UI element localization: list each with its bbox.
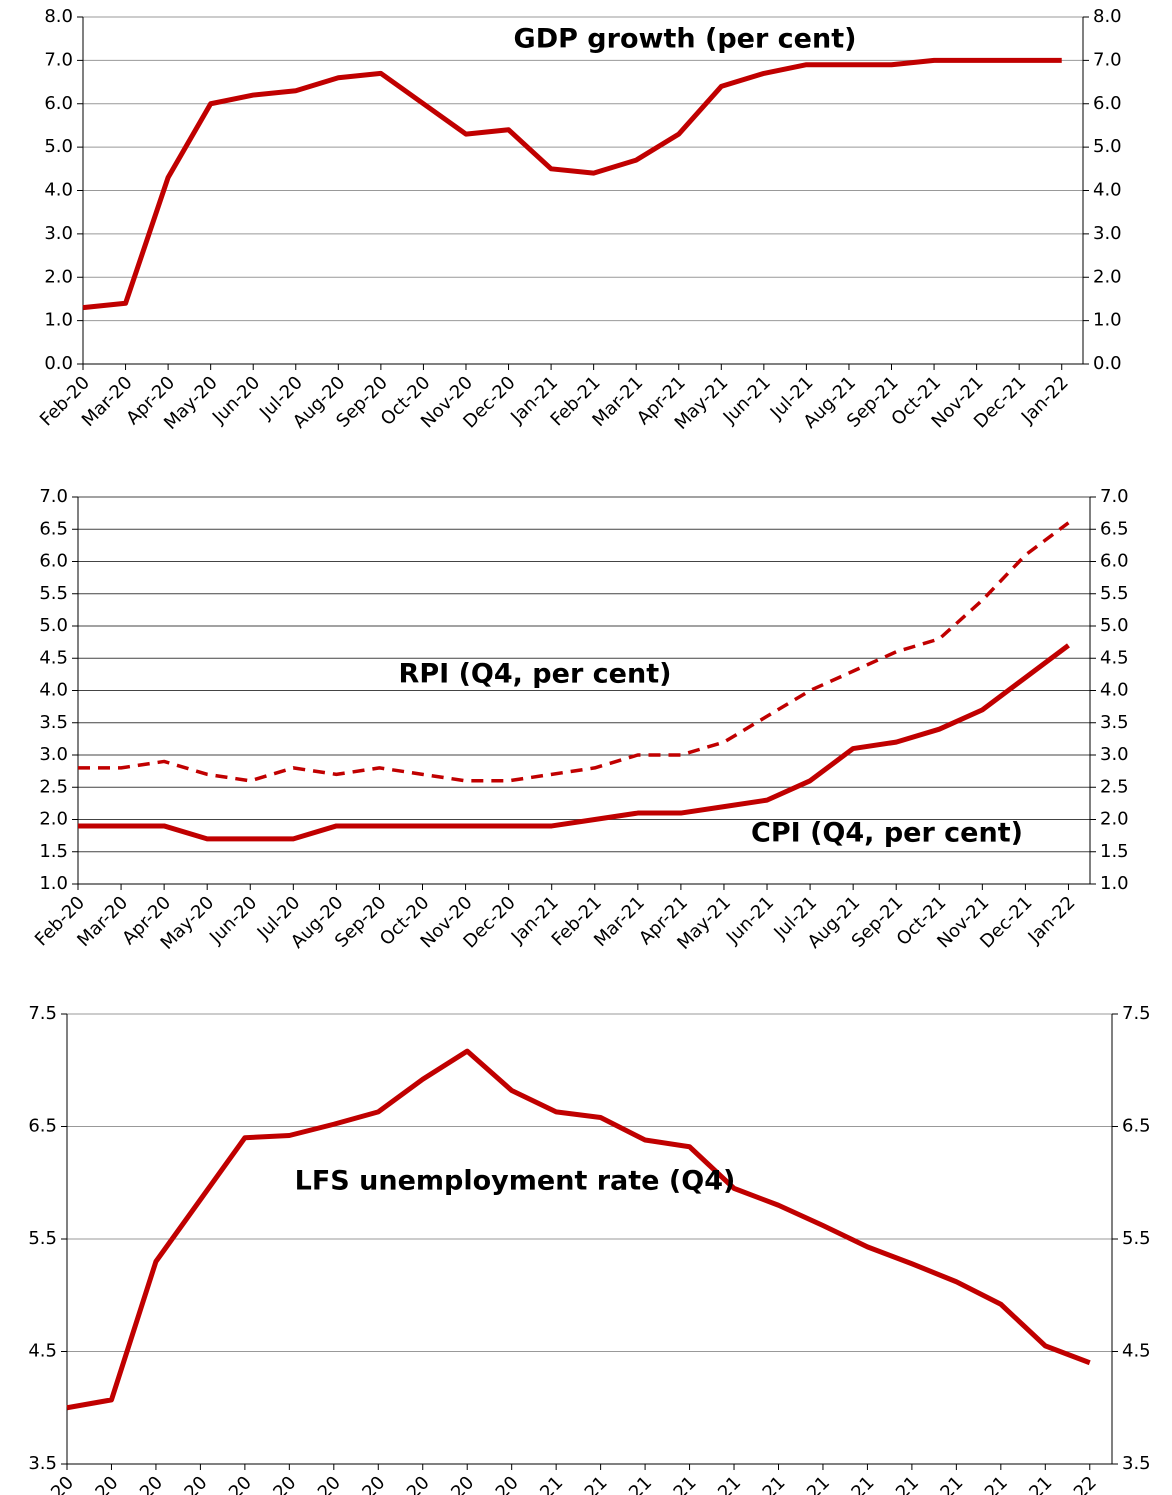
y2-tick-label: 4.0: [1100, 680, 1129, 701]
data-line: [78, 643, 1070, 842]
y2-tick-label: 8.0: [1093, 6, 1122, 27]
y2-tick-label: 3.5: [1122, 1453, 1151, 1474]
y-tick-label: 0.0: [44, 353, 73, 374]
y-tick-label: 7.0: [39, 486, 68, 507]
y2-tick-label: 7.0: [1100, 486, 1129, 507]
x-tick-label: Jun-21: [719, 372, 775, 428]
y2-tick-label: 4.5: [1122, 1341, 1151, 1362]
x-tick-label: Jun-20: [200, 1472, 256, 1495]
y2-tick-label: 1.5: [1100, 841, 1129, 862]
y2-tick-label: 3.0: [1100, 744, 1129, 765]
x-tick-label: Jul-21: [782, 1472, 834, 1495]
y-tick-label: 1.0: [44, 310, 73, 331]
y-tick-label: 5.5: [39, 583, 68, 604]
x-tick-label: Jun-21: [733, 1472, 789, 1495]
y-tick-label: 1.0: [39, 873, 68, 894]
y2-tick-label: 4.0: [1093, 180, 1122, 201]
chart-title: LFS unemployment rate (Q4): [295, 1166, 736, 1197]
y-tick-label: 5.0: [39, 615, 68, 636]
y2-tick-label: 1.0: [1100, 873, 1129, 894]
y2-tick-label: 6.0: [1100, 551, 1129, 572]
y2-tick-label: 5.0: [1100, 615, 1129, 636]
y2-tick-label: 6.5: [1122, 1116, 1151, 1137]
y2-tick-label: 6.0: [1093, 93, 1122, 114]
y2-tick-label: 5.0: [1093, 136, 1122, 157]
x-tick-label: Jan-21: [511, 1472, 567, 1495]
y-tick-label: 3.5: [28, 1453, 57, 1474]
y-tick-label: 2.0: [44, 266, 73, 287]
y2-tick-label: 5.5: [1100, 583, 1129, 604]
y-tick-label: 7.0: [44, 49, 73, 70]
y-tick-label: 6.5: [28, 1116, 57, 1137]
y-tick-label: 5.5: [28, 1228, 57, 1249]
y-tick-label: 8.0: [44, 6, 73, 27]
series-label: RPI (Q4, per cent): [399, 659, 672, 690]
y-tick-label: 3.0: [39, 744, 68, 765]
y-tick-label: 3.5: [39, 712, 68, 733]
chart-title: GDP growth (per cent): [514, 24, 857, 55]
y2-tick-label: 2.5: [1100, 776, 1129, 797]
y2-tick-label: 1.0: [1093, 310, 1122, 331]
y-tick-label: 4.5: [39, 647, 68, 668]
y2-tick-label: 0.0: [1093, 353, 1122, 374]
y-tick-label: 6.5: [39, 518, 68, 539]
y-tick-label: 7.5: [28, 1003, 57, 1024]
x-tick-label: Jun-20: [205, 892, 261, 948]
x-tick-label: Jun-20: [208, 372, 264, 428]
series-label: CPI (Q4, per cent): [751, 818, 1023, 849]
y2-tick-label: 6.5: [1100, 518, 1129, 539]
y2-tick-label: 5.5: [1122, 1228, 1151, 1249]
data-line: [82, 57, 1062, 311]
y2-tick-label: 2.0: [1093, 266, 1122, 287]
x-tick-label: Feb-20: [20, 1472, 78, 1495]
y-tick-label: 4.0: [39, 680, 68, 701]
y2-tick-label: 3.5: [1100, 712, 1129, 733]
y-tick-label: 6.0: [39, 551, 68, 572]
y2-tick-label: 2.0: [1100, 809, 1129, 830]
y2-tick-label: 3.0: [1093, 223, 1122, 244]
x-tick-label: Jan-22: [1017, 372, 1073, 428]
x-tick-label: Jan-22: [1045, 1472, 1101, 1495]
y-tick-label: 4.0: [44, 180, 73, 201]
y-tick-label: 6.0: [44, 93, 73, 114]
y2-tick-label: 7.0: [1093, 49, 1122, 70]
x-tick-label: Jan-22: [1024, 892, 1080, 948]
x-tick-label: Jun-21: [722, 892, 778, 948]
y-tick-label: 1.5: [39, 841, 68, 862]
y2-tick-label: 7.5: [1122, 1003, 1151, 1024]
y-tick-label: 2.5: [39, 776, 68, 797]
y2-tick-label: 4.5: [1100, 647, 1129, 668]
data-line: [66, 1048, 1091, 1411]
y-tick-label: 5.0: [44, 136, 73, 157]
y-tick-label: 3.0: [44, 223, 73, 244]
data-line: [78, 521, 1070, 783]
y-tick-label: 2.0: [39, 809, 68, 830]
y-tick-label: 4.5: [28, 1341, 57, 1362]
x-tick-label: Jul-20: [249, 1472, 301, 1495]
